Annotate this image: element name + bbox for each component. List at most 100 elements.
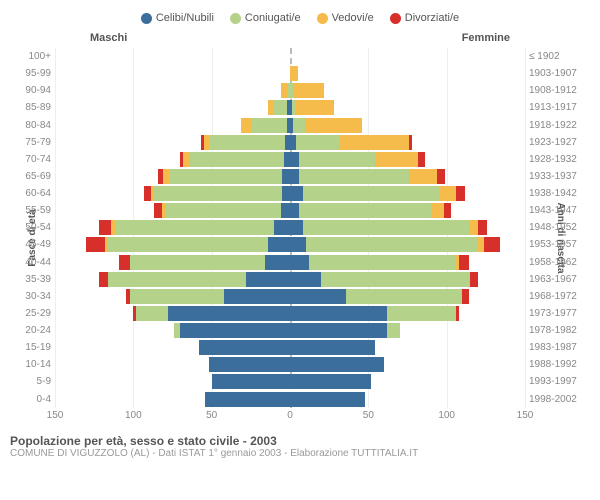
pyramid-row: 80-841918-1922 <box>55 117 525 134</box>
bar-pair <box>55 220 525 235</box>
segment <box>293 118 306 133</box>
year-label: 1958-1962 <box>529 257 583 268</box>
segment <box>470 272 478 287</box>
male-bar <box>55 66 290 81</box>
segment <box>431 203 444 218</box>
male-bar <box>55 392 290 407</box>
x-tick-label: 100 <box>125 410 142 421</box>
age-label: 15-19 <box>17 342 51 353</box>
male-bar <box>55 357 290 372</box>
segment <box>462 289 468 304</box>
legend-label: Divorziati/e <box>405 12 459 24</box>
segment <box>265 255 290 270</box>
age-label: 0-4 <box>17 394 51 405</box>
segment <box>387 323 400 338</box>
segment <box>290 340 375 355</box>
segment <box>290 289 346 304</box>
segment <box>274 100 287 115</box>
segment <box>282 186 290 201</box>
age-label: 10-14 <box>17 359 51 370</box>
female-bar <box>290 118 525 133</box>
segment <box>409 135 412 150</box>
segment <box>282 169 290 184</box>
x-tick-label: 150 <box>47 410 64 421</box>
x-tick-label: 100 <box>438 410 455 421</box>
segment <box>290 66 298 81</box>
segment <box>130 289 224 304</box>
male-bar <box>55 237 290 252</box>
age-label: 65-69 <box>17 171 51 182</box>
age-label: 25-29 <box>17 308 51 319</box>
segment <box>169 169 282 184</box>
bar-pair <box>55 392 525 407</box>
legend-swatch <box>317 13 328 24</box>
male-bar <box>55 135 290 150</box>
pyramid-row: 35-391963-1967 <box>55 271 525 288</box>
age-label: 90-94 <box>17 85 51 96</box>
bar-pair <box>55 118 525 133</box>
segment <box>444 203 452 218</box>
segment <box>299 169 409 184</box>
female-bar <box>290 49 525 64</box>
female-bar <box>290 272 525 287</box>
bar-pair <box>55 306 525 321</box>
age-label: 35-39 <box>17 274 51 285</box>
female-bar <box>290 323 525 338</box>
female-bar <box>290 135 525 150</box>
segment <box>290 272 321 287</box>
segment <box>224 289 290 304</box>
legend-item: Divorziati/e <box>390 8 459 28</box>
male-bar <box>55 203 290 218</box>
male-bar <box>55 255 290 270</box>
male-bar <box>55 374 290 389</box>
female-bar <box>290 186 525 201</box>
year-label: 1988-1992 <box>529 359 583 370</box>
population-pyramid: Celibi/NubiliConiugati/eVedovi/eDivorzia… <box>0 0 600 500</box>
x-axis: 15010050050100150 <box>55 410 525 428</box>
age-label: 70-74 <box>17 154 51 165</box>
segment <box>456 186 465 201</box>
segment <box>290 374 371 389</box>
age-label: 100+ <box>17 51 51 62</box>
plot-area: Fasce di età Anni di nascita 100+≤ 19029… <box>0 48 600 428</box>
female-bar <box>290 237 525 252</box>
pyramid-row: 50-541948-1952 <box>55 219 525 236</box>
legend-swatch <box>390 13 401 24</box>
age-label: 75-79 <box>17 137 51 148</box>
bar-pair <box>55 135 525 150</box>
segment <box>108 272 246 287</box>
year-label: 1983-1987 <box>529 342 583 353</box>
bar-pair <box>55 66 525 81</box>
bar-pair <box>55 289 525 304</box>
segment <box>459 255 468 270</box>
pyramid-row: 65-691933-1937 <box>55 168 525 185</box>
segment <box>290 306 387 321</box>
legend-label: Celibi/Nubili <box>156 12 214 24</box>
segment <box>119 255 130 270</box>
segment <box>180 323 290 338</box>
header-male: Maschi <box>90 32 127 48</box>
segment <box>154 186 282 201</box>
gender-headers: Maschi Femmine <box>0 28 600 48</box>
year-label: 1938-1942 <box>529 188 583 199</box>
year-label: 1968-1972 <box>529 291 583 302</box>
segment <box>130 255 265 270</box>
female-bar <box>290 203 525 218</box>
segment <box>309 255 456 270</box>
bar-pair <box>55 152 525 167</box>
segment <box>190 152 284 167</box>
segment <box>165 203 281 218</box>
pyramid-row: 40-441958-1962 <box>55 254 525 271</box>
bar-pair <box>55 169 525 184</box>
pyramid-row: 75-791923-1927 <box>55 134 525 151</box>
bar-pair <box>55 186 525 201</box>
female-bar <box>290 152 525 167</box>
x-tick-label: 0 <box>287 410 293 421</box>
pyramid-row: 85-891913-1917 <box>55 99 525 116</box>
segment <box>246 272 290 287</box>
pyramid-row: 55-591943-1947 <box>55 202 525 219</box>
age-label: 5-9 <box>17 376 51 387</box>
bar-pair <box>55 272 525 287</box>
segment <box>86 237 105 252</box>
year-label: 1913-1917 <box>529 102 583 113</box>
